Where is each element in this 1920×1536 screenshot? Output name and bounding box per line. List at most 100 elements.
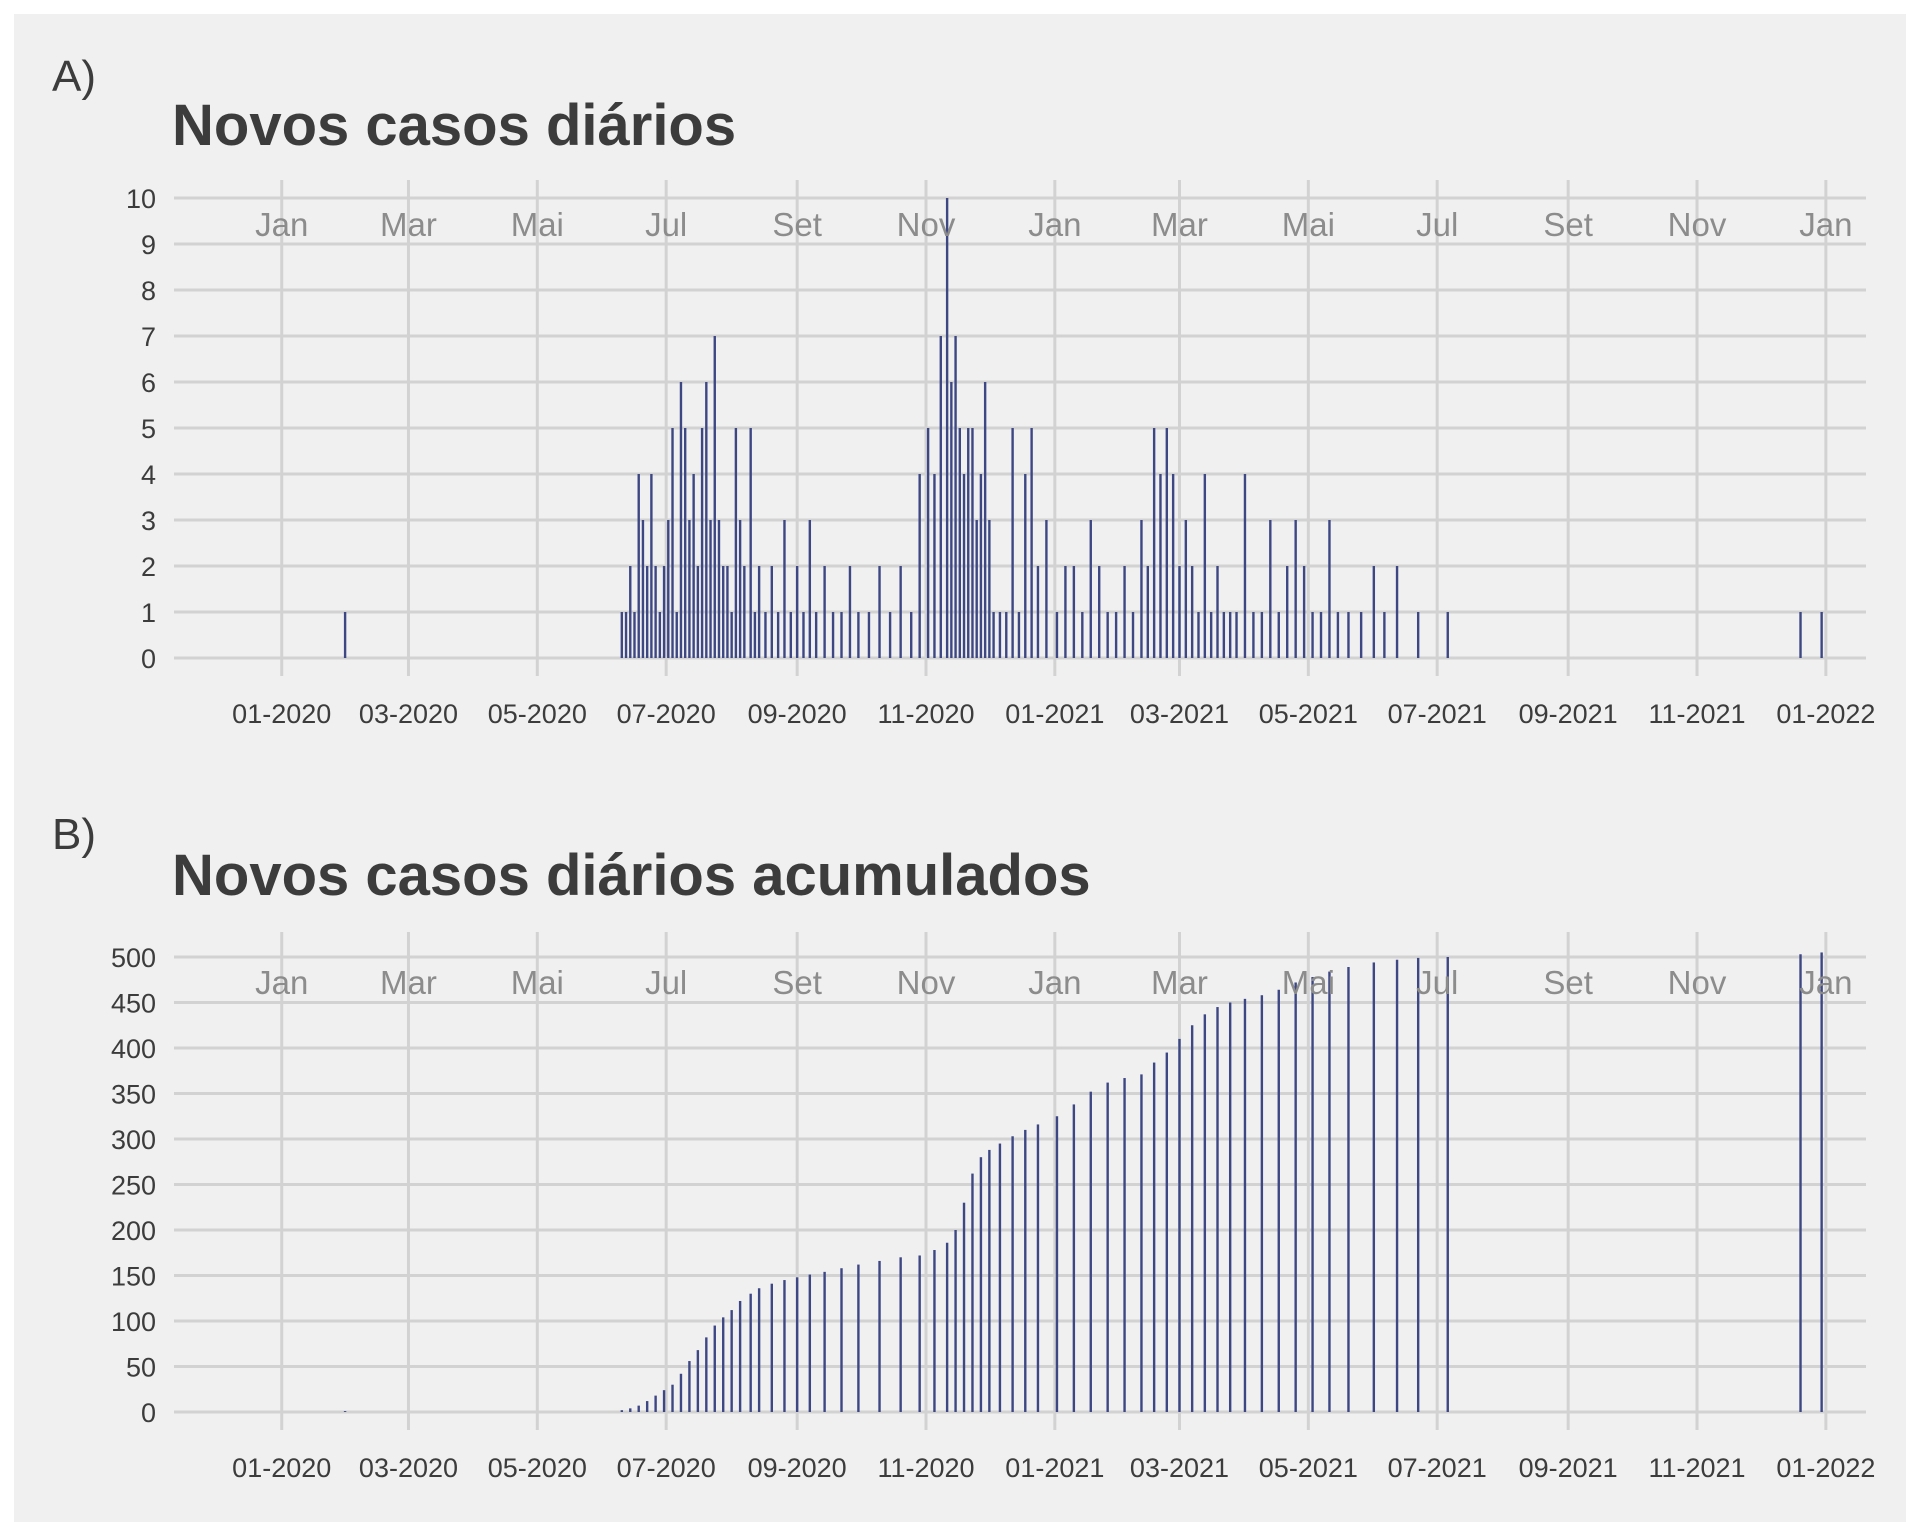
- daily-bar: [1235, 612, 1238, 658]
- daily-bar: [975, 520, 978, 658]
- daily-month-label: Set: [772, 206, 822, 243]
- daily-bar: [1190, 566, 1194, 658]
- daily-ytick-label: 6: [141, 368, 156, 398]
- panel-b-tag: B): [52, 810, 96, 859]
- cumulative-month-label: Jan: [1028, 964, 1081, 1001]
- panel-a-title: Novos casos diários: [172, 93, 737, 158]
- cumulative-bar: [1446, 957, 1449, 1412]
- daily-bar: [726, 566, 729, 658]
- cumulative-month-label: Jan: [1799, 964, 1852, 1001]
- daily-bar: [899, 566, 902, 658]
- daily-bar: [808, 520, 812, 658]
- cumulative-bar: [705, 1337, 708, 1412]
- cumulative-bar: [1395, 959, 1399, 1412]
- daily-ytick-label: 5: [141, 414, 156, 444]
- daily-bar: [679, 382, 683, 658]
- cumulative-bar: [1347, 967, 1350, 1412]
- cumulative-bar: [696, 1350, 700, 1412]
- daily-bar: [620, 612, 624, 658]
- cumulative-xtick-label: 03-2020: [359, 1453, 458, 1483]
- daily-bar: [926, 428, 930, 658]
- cumulative-month-label: Nov: [1668, 964, 1727, 1001]
- daily-bar: [878, 566, 881, 658]
- daily-cases-axis-labels: 0 1 2 3 4 5 6 7 8 9 10 01-2020 Jan 03-2020 Mar 05-2020 M…: [126, 184, 1875, 729]
- cumulative-ytick-label: 200: [111, 1216, 156, 1246]
- daily-bar: [814, 612, 818, 658]
- daily-bar: [945, 198, 949, 658]
- cumulative-bar: [899, 1257, 902, 1412]
- cumulative-ytick-label: 50: [126, 1353, 156, 1383]
- daily-bar: [1064, 566, 1067, 658]
- cumulative-month-label: Jan: [255, 964, 308, 1001]
- cumulative-month-label: Set: [772, 964, 822, 1001]
- daily-bar: [1178, 566, 1181, 658]
- daily-bar: [688, 520, 691, 658]
- daily-bar: [783, 520, 786, 658]
- cumulative-bar: [1294, 982, 1297, 1412]
- cumulative-ytick-label: 250: [111, 1171, 156, 1201]
- daily-bar: [734, 428, 738, 658]
- cumulative-bar: [688, 1361, 691, 1412]
- daily-bar: [1416, 612, 1420, 658]
- cumulative-bar: [988, 1149, 991, 1412]
- daily-bar: [888, 612, 892, 658]
- cumulative-bar: [962, 1202, 966, 1412]
- daily-bar: [1209, 612, 1213, 658]
- daily-ytick-label: 8: [141, 276, 156, 306]
- cumulative-bar: [662, 1390, 666, 1412]
- daily-xtick-label: 11-2021: [1648, 699, 1745, 729]
- cumulative-bar: [1140, 1074, 1143, 1412]
- cumulative-bar: [1228, 1002, 1232, 1412]
- cumulative-bar: [1106, 1082, 1109, 1412]
- daily-bar: [730, 612, 733, 658]
- daily-bar: [675, 612, 678, 658]
- daily-bar: [1228, 612, 1232, 658]
- cumulative-bar: [629, 1408, 632, 1412]
- cumulative-bar: [1311, 977, 1314, 1412]
- daily-bar: [802, 612, 805, 658]
- cumulative-xtick-label: 03-2021: [1130, 1453, 1229, 1483]
- daily-xtick-label: 07-2020: [617, 699, 716, 729]
- daily-bar: [1165, 428, 1169, 658]
- daily-bar: [1152, 428, 1156, 658]
- cumulative-xtick-label: 07-2020: [617, 1453, 716, 1483]
- daily-month-label: Nov: [897, 206, 956, 243]
- daily-bar: [823, 566, 826, 658]
- cumulative-ytick-label: 400: [111, 1034, 156, 1064]
- daily-month-label: Mai: [1282, 206, 1335, 243]
- daily-bar: [1311, 612, 1314, 658]
- daily-month-label: Jul: [645, 206, 687, 243]
- figure-background: [14, 14, 1906, 1522]
- cumulative-cases-axis-labels: 0 50 100 150 200 250 300 350 400 450 500 01-2020 Jan…: [111, 943, 1875, 1483]
- daily-bar: [950, 382, 953, 658]
- daily-bar: [1799, 612, 1802, 658]
- cumulative-bar: [620, 1410, 624, 1412]
- cumulative-bar: [954, 1230, 957, 1412]
- daily-bar: [624, 612, 628, 658]
- cumulative-xtick-label: 09-2021: [1519, 1453, 1618, 1483]
- daily-month-label: Jul: [1416, 206, 1458, 243]
- cumulative-ytick-label: 300: [111, 1125, 156, 1155]
- daily-xtick-label: 09-2021: [1519, 699, 1618, 729]
- daily-bar: [1446, 612, 1449, 658]
- cumulative-bar: [637, 1405, 640, 1412]
- daily-bar: [1286, 566, 1289, 658]
- daily-bar: [1383, 612, 1386, 658]
- daily-bar: [933, 474, 936, 658]
- daily-month-label: Mai: [511, 206, 564, 243]
- daily-bar: [343, 612, 347, 658]
- cumulative-bar: [1372, 962, 1376, 1412]
- daily-bar: [840, 612, 843, 658]
- cumulative-bar: [1190, 1025, 1194, 1412]
- daily-bar: [988, 520, 991, 658]
- daily-bar: [709, 520, 712, 658]
- daily-bar: [757, 566, 761, 658]
- daily-bar: [939, 336, 942, 658]
- cumulative-bar: [1123, 1078, 1126, 1412]
- daily-bar: [1030, 428, 1033, 658]
- daily-bar: [629, 566, 632, 658]
- cumulative-bar: [878, 1260, 881, 1412]
- daily-bar: [700, 428, 704, 658]
- daily-bar: [867, 612, 871, 658]
